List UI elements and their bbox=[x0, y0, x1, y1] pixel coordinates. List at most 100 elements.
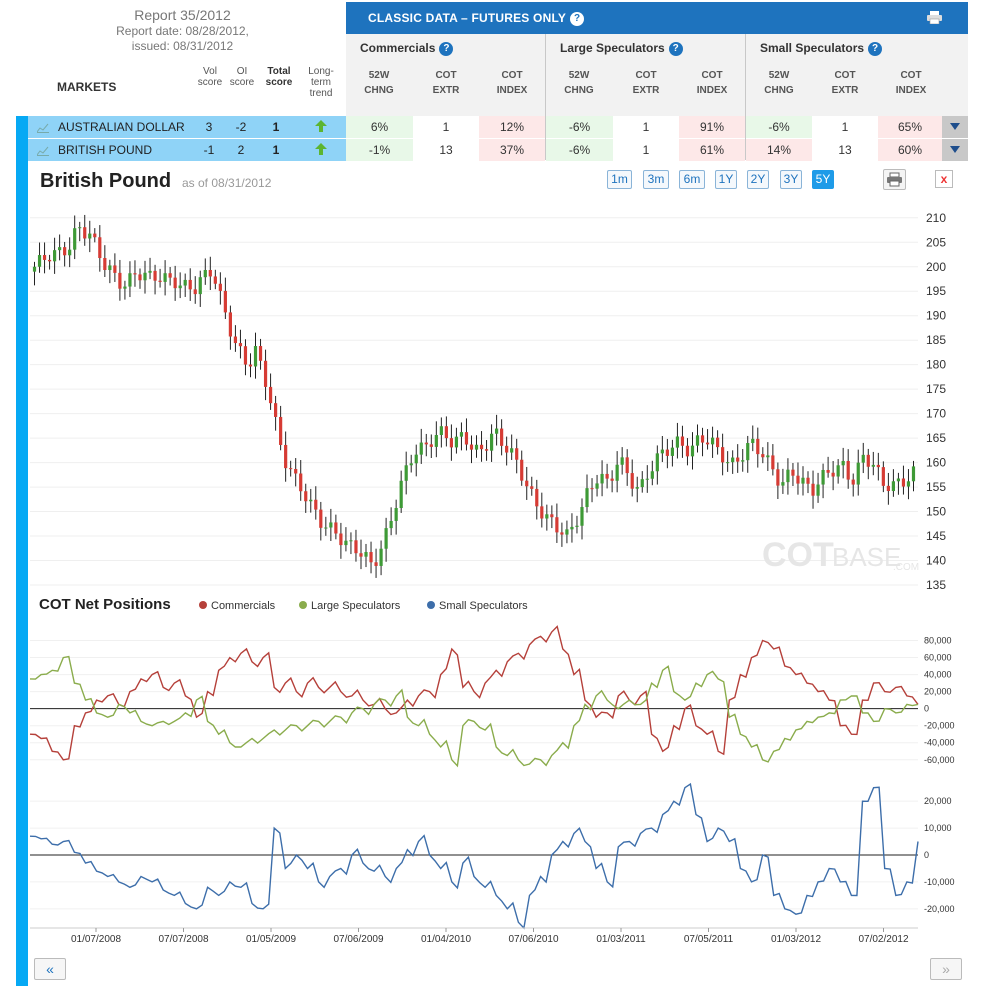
market-name[interactable]: AUSTRALIAN DOLLAR bbox=[58, 120, 185, 134]
cot-y-axis: 80,000 60,000 40,000 20,000 0 -20,000 -40,000 -… bbox=[924, 636, 955, 765]
candle-body bbox=[103, 258, 107, 271]
candle-body bbox=[454, 436, 459, 448]
candle-body bbox=[183, 279, 187, 286]
help-icon[interactable]: ? bbox=[439, 42, 454, 56]
range-5y-button[interactable]: 5Y bbox=[812, 170, 834, 189]
col-hdr[interactable]: COT EXTR bbox=[613, 68, 679, 98]
candle-body bbox=[615, 464, 619, 481]
cell: 1 bbox=[812, 116, 878, 138]
candle-body bbox=[469, 444, 474, 450]
range-1m-button[interactable]: 1m bbox=[607, 170, 632, 189]
candle-body bbox=[208, 269, 212, 277]
range-2y-button[interactable]: 2Y bbox=[747, 170, 769, 189]
cell: 13 bbox=[413, 139, 479, 161]
candle-body bbox=[886, 485, 890, 492]
candle-body bbox=[640, 479, 644, 488]
candle-body bbox=[369, 552, 373, 563]
x-axis: 01/07/2008 07/07/2008 01/05/2009 07/06/2009… bbox=[30, 927, 918, 945]
col-hdr[interactable]: COT INDEX bbox=[479, 68, 545, 98]
help-icon[interactable]: ? bbox=[570, 12, 585, 26]
legend-commercials[interactable]: Commercials bbox=[199, 600, 275, 612]
oi-score: 2 bbox=[237, 143, 245, 157]
range-3m-button[interactable]: 3m bbox=[643, 170, 669, 189]
mini-chart-icon[interactable] bbox=[37, 121, 49, 133]
market-row-british-pound[interactable]: BRITISH POUND -1 2 1 -1% 13 37% -6% 1 61… bbox=[28, 139, 968, 161]
vol-score-header[interactable]: Vol score bbox=[197, 66, 223, 88]
cell: 6% bbox=[346, 116, 413, 138]
next-button[interactable]: » bbox=[930, 958, 962, 980]
price-y-axis: 210 205 200 195 190 185 180 175 170 165 160 155 150 1… bbox=[926, 211, 946, 592]
legend-large-speculators[interactable]: Large Speculators bbox=[299, 600, 400, 612]
col-hdr[interactable]: 52W CHNG bbox=[346, 68, 412, 98]
total-score-header[interactable]: Total score bbox=[265, 66, 293, 88]
candle-body bbox=[434, 435, 438, 447]
candle-body bbox=[47, 259, 52, 262]
x-tick-label: 01/03/2011 bbox=[596, 934, 646, 945]
cell: 91% bbox=[679, 116, 745, 138]
small-spec-grid bbox=[30, 800, 918, 910]
price-candles bbox=[32, 214, 916, 578]
expand-button[interactable] bbox=[942, 139, 968, 161]
help-icon[interactable]: ? bbox=[868, 42, 883, 56]
candle-body bbox=[756, 438, 760, 455]
prev-button[interactable]: « bbox=[34, 958, 66, 980]
candle-body bbox=[821, 469, 825, 485]
candle-body bbox=[243, 346, 248, 365]
market-row-australian-dollar[interactable]: AUSTRALIAN DOLLAR 3 -2 1 6% 1 12% -6% 1 … bbox=[28, 116, 968, 138]
candle-body bbox=[359, 553, 363, 557]
candle-body bbox=[841, 460, 845, 466]
candle-body bbox=[223, 290, 227, 313]
candle-body bbox=[108, 265, 112, 271]
candle-body bbox=[113, 265, 117, 273]
col-hdr[interactable]: 52W CHNG bbox=[746, 68, 812, 98]
candle-body bbox=[736, 457, 740, 462]
col-hdr[interactable]: COT INDEX bbox=[679, 68, 745, 98]
print-button[interactable] bbox=[883, 169, 906, 190]
candle-body bbox=[590, 488, 594, 490]
candle-body bbox=[665, 449, 669, 456]
cot-lines bbox=[29, 625, 919, 768]
x-tick-label: 01/04/2010 bbox=[421, 934, 471, 945]
col-hdr[interactable]: COT EXTR bbox=[413, 68, 479, 98]
oi-score-header[interactable]: OI score bbox=[229, 66, 255, 88]
candle-body bbox=[610, 478, 614, 481]
legend-dot bbox=[299, 601, 307, 609]
candle-body bbox=[32, 266, 37, 272]
total-score: 1 bbox=[272, 120, 280, 134]
expand-button[interactable] bbox=[942, 116, 968, 138]
legend-small-speculators[interactable]: Small Speculators bbox=[427, 600, 528, 612]
vol-score: 3 bbox=[205, 120, 213, 134]
candle-body bbox=[881, 467, 885, 486]
candle-body bbox=[73, 228, 77, 250]
candle-body bbox=[198, 277, 202, 295]
print-icon[interactable] bbox=[927, 11, 942, 24]
col-hdr-label: COT EXTR bbox=[632, 70, 660, 96]
col-hdr[interactable]: COT EXTR bbox=[812, 68, 878, 98]
y-tick-label: 180 bbox=[926, 358, 946, 372]
cell: 12% bbox=[479, 116, 545, 138]
candle-body bbox=[404, 465, 408, 481]
candle-body bbox=[294, 468, 298, 474]
range-3y-button[interactable]: 3Y bbox=[780, 170, 802, 189]
small-spec-line bbox=[29, 782, 919, 930]
candle-body bbox=[474, 444, 479, 450]
mini-chart-icon[interactable] bbox=[37, 144, 49, 156]
candle-body bbox=[268, 386, 273, 404]
trend-header[interactable]: Long- term trend bbox=[308, 66, 334, 99]
market-name[interactable]: BRITISH POUND bbox=[58, 143, 153, 157]
range-6m-button[interactable]: 6m bbox=[679, 170, 705, 189]
candle-body bbox=[816, 484, 820, 496]
group-large-speculators: Large Speculators? bbox=[546, 34, 745, 62]
range-1y-button[interactable]: 1Y bbox=[715, 170, 737, 189]
candle-body bbox=[193, 289, 197, 295]
candle-body bbox=[83, 227, 87, 239]
candle-body bbox=[88, 233, 92, 239]
col-hdr[interactable]: COT INDEX bbox=[878, 68, 944, 98]
help-icon[interactable]: ? bbox=[668, 42, 683, 56]
col-hdr[interactable]: 52W CHNG bbox=[546, 68, 612, 98]
oi-score: -2 bbox=[235, 120, 247, 134]
col-hdr-label: COT EXTR bbox=[831, 70, 859, 96]
candle-body bbox=[153, 270, 157, 281]
close-button[interactable]: x bbox=[935, 170, 953, 188]
cell: -6% bbox=[546, 139, 613, 161]
